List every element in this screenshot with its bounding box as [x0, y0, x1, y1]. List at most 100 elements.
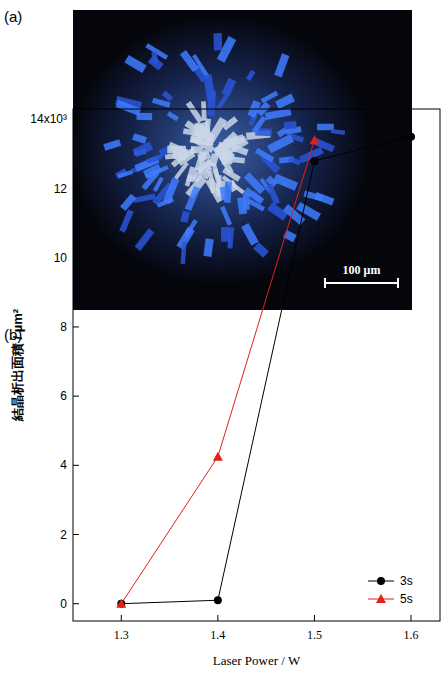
- crystal: [232, 157, 245, 164]
- crystal: [275, 94, 295, 109]
- crystal: [215, 144, 235, 161]
- crystal: [246, 70, 255, 81]
- crystal: [186, 101, 203, 123]
- plot-area: [116, 133, 415, 608]
- plot-frame: [73, 109, 440, 621]
- data-point: [214, 596, 222, 604]
- crystal: [124, 55, 146, 73]
- crystal: [203, 238, 213, 257]
- x-tick-label: 1.3: [114, 628, 129, 642]
- crystal: [152, 98, 171, 108]
- crystal: [116, 100, 142, 116]
- y-tick-label: 8: [60, 320, 67, 334]
- y-tick-label: 10: [54, 251, 68, 265]
- scale-bar-end: [324, 278, 326, 288]
- y-tick-label: 14x10³: [30, 112, 67, 126]
- crystal: [284, 121, 297, 130]
- glow: [73, 15, 370, 285]
- y-tick: [73, 326, 79, 327]
- series-line: [121, 137, 411, 604]
- crystal: [252, 116, 267, 134]
- crystal: [146, 154, 163, 164]
- crystal: [185, 174, 193, 187]
- data-point: [213, 452, 223, 461]
- crystal: [172, 152, 186, 160]
- crystal: [185, 186, 201, 211]
- legend-label: 3s: [400, 574, 413, 588]
- crystal: [314, 192, 334, 205]
- legend-label: 5s: [400, 592, 413, 606]
- crystal: [151, 51, 159, 63]
- crystal: [274, 53, 289, 77]
- y-tick-label: 4: [60, 458, 67, 472]
- crystal: [103, 139, 121, 150]
- crystal: [203, 74, 215, 100]
- legend-marker: [376, 594, 386, 603]
- crystal: [203, 166, 213, 179]
- crystal: [201, 101, 207, 121]
- panel-label: (a): [4, 8, 22, 25]
- crystal: [216, 94, 228, 109]
- x-tick: [121, 615, 122, 621]
- crystal: [227, 227, 234, 248]
- crystal: [167, 111, 179, 121]
- crystal: [145, 165, 169, 179]
- crystal: [184, 219, 198, 237]
- data-point: [310, 157, 318, 165]
- y-tick: [73, 534, 79, 535]
- crystal: [163, 177, 179, 204]
- crystal: [180, 210, 190, 222]
- crystal: [181, 242, 187, 264]
- crystal: [167, 146, 186, 153]
- crystal: [162, 90, 173, 101]
- scale-bar-label: 100 μm: [343, 263, 381, 277]
- data-point: [116, 599, 126, 608]
- scale-bar-end: [397, 278, 399, 288]
- crystal: [244, 187, 265, 204]
- x-axis-title: Laser Power / W: [213, 653, 301, 668]
- crystal: [220, 187, 228, 201]
- crystal: [133, 194, 155, 203]
- figure: (a)100 μm(b)1.31.41.51.602468101214x10³L…: [0, 0, 445, 673]
- micrograph-crystals: [73, 15, 370, 285]
- crystal: [266, 184, 280, 205]
- crystal: [273, 174, 298, 191]
- crystal: [117, 170, 133, 179]
- crystal: [120, 194, 136, 211]
- crystal: [180, 50, 199, 72]
- y-tick: [73, 465, 79, 466]
- data-point: [407, 133, 415, 141]
- legend-marker: [377, 577, 385, 585]
- series-line: [121, 140, 314, 604]
- crystal: [253, 242, 269, 258]
- legend: 3s5s: [368, 574, 413, 606]
- x-tick-label: 1.6: [404, 628, 419, 642]
- data-point: [309, 135, 319, 144]
- crystal: [153, 177, 164, 192]
- crystal: [241, 223, 259, 246]
- y-tick: [73, 188, 79, 189]
- crystal: [195, 152, 205, 171]
- crystal: [119, 209, 133, 232]
- x-tick: [411, 615, 412, 621]
- y-tick: [73, 603, 79, 604]
- y-tick-label: 0: [60, 597, 67, 611]
- scale-bar: [325, 282, 398, 284]
- crystal: [132, 133, 147, 144]
- y-tick: [73, 257, 79, 258]
- crystal: [213, 33, 222, 50]
- crystal: [221, 78, 236, 97]
- y-tick-label: 6: [60, 389, 67, 403]
- crystal: [183, 128, 206, 137]
- y-axis-title: 結晶析出面積 / µm²: [10, 308, 25, 422]
- crystal: [296, 202, 321, 221]
- y-tick: [73, 396, 79, 397]
- crystal: [135, 228, 155, 251]
- x-tick-label: 1.4: [210, 628, 225, 642]
- crystal: [220, 206, 232, 226]
- x-tick: [314, 615, 315, 621]
- crystal: [133, 141, 153, 157]
- y-tick-label: 2: [60, 528, 67, 542]
- crystal: [330, 129, 345, 135]
- x-tick-label: 1.5: [307, 628, 322, 642]
